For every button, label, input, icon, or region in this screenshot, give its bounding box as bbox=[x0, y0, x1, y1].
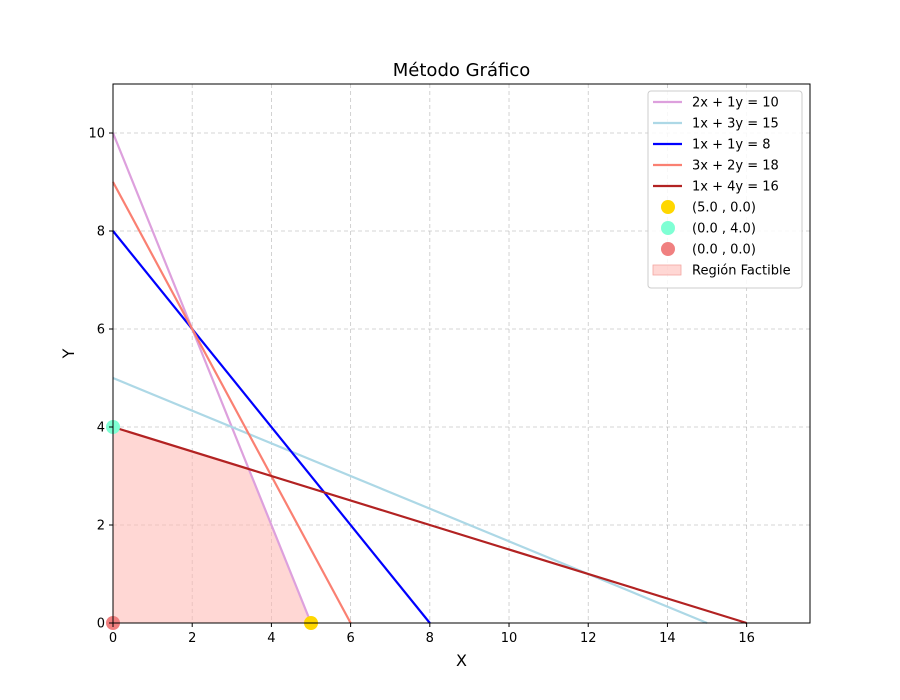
x-tick-label: 4 bbox=[267, 631, 275, 646]
x-tick-label: 16 bbox=[738, 631, 755, 646]
series-line-3 bbox=[112, 230, 431, 624]
legend-entry-label: (5.0 , 0.0) bbox=[692, 201, 756, 216]
legend-entry-label: (0.0 , 4.0) bbox=[692, 222, 756, 237]
series-lines bbox=[111, 132, 747, 625]
legend-marker-swatch bbox=[661, 200, 675, 214]
legend-marker-swatch bbox=[661, 242, 675, 256]
y-tick-label: 8 bbox=[97, 225, 105, 240]
series-line-4 bbox=[112, 181, 352, 624]
legend-entry-label: (0.0 , 0.0) bbox=[692, 243, 756, 258]
axes bbox=[112, 83, 811, 624]
y-axis-label: Y bbox=[59, 348, 78, 359]
y-tick-label: 4 bbox=[97, 421, 105, 436]
legend-entry-label: 1x + 1y = 8 bbox=[692, 138, 771, 153]
tick-labels: 0 2 4 6 8 10 12 14 16 0 2 4 6 8 10 bbox=[88, 127, 754, 647]
series-line-5 bbox=[112, 425, 747, 625]
feasible-region-layer bbox=[113, 427, 312, 623]
x-tick-label: 12 bbox=[580, 631, 597, 646]
x-tick-label: 0 bbox=[109, 631, 117, 646]
y-tick-label: 0 bbox=[97, 617, 105, 632]
x-tick-label: 6 bbox=[346, 631, 354, 646]
legend-entry-label: 2x + 1y = 10 bbox=[692, 96, 779, 111]
y-tick-label: 10 bbox=[88, 127, 105, 142]
legend-entry-label: Región Factible bbox=[692, 264, 791, 279]
series-line-2 bbox=[112, 376, 708, 625]
x-tick-label: 2 bbox=[188, 631, 196, 646]
legend-box bbox=[647, 90, 803, 289]
x-tick-label: 14 bbox=[659, 631, 676, 646]
x-tick-label: 10 bbox=[501, 631, 518, 646]
chart-title: Método Gráfico bbox=[393, 60, 530, 81]
legend-marker-swatch bbox=[661, 221, 675, 235]
x-axis-label: X bbox=[456, 651, 467, 670]
x-tick-label: 8 bbox=[426, 631, 434, 646]
series-line-1 bbox=[111, 132, 313, 624]
legend-entry-label: 1x + 3y = 15 bbox=[692, 117, 779, 132]
legend: 2x + 1y = 10 1x + 3y = 15 1x + 1y = 8 3x + … bbox=[647, 90, 803, 289]
legend-entry-label: 1x + 4y = 16 bbox=[692, 180, 779, 195]
legend-region-swatch bbox=[652, 264, 682, 276]
y-tick-label: 2 bbox=[97, 519, 105, 534]
feasible-region bbox=[113, 427, 312, 623]
plot-frame bbox=[112, 83, 811, 624]
legend-entry-label: 3x + 2y = 18 bbox=[692, 159, 779, 174]
y-tick-label: 6 bbox=[97, 323, 105, 338]
